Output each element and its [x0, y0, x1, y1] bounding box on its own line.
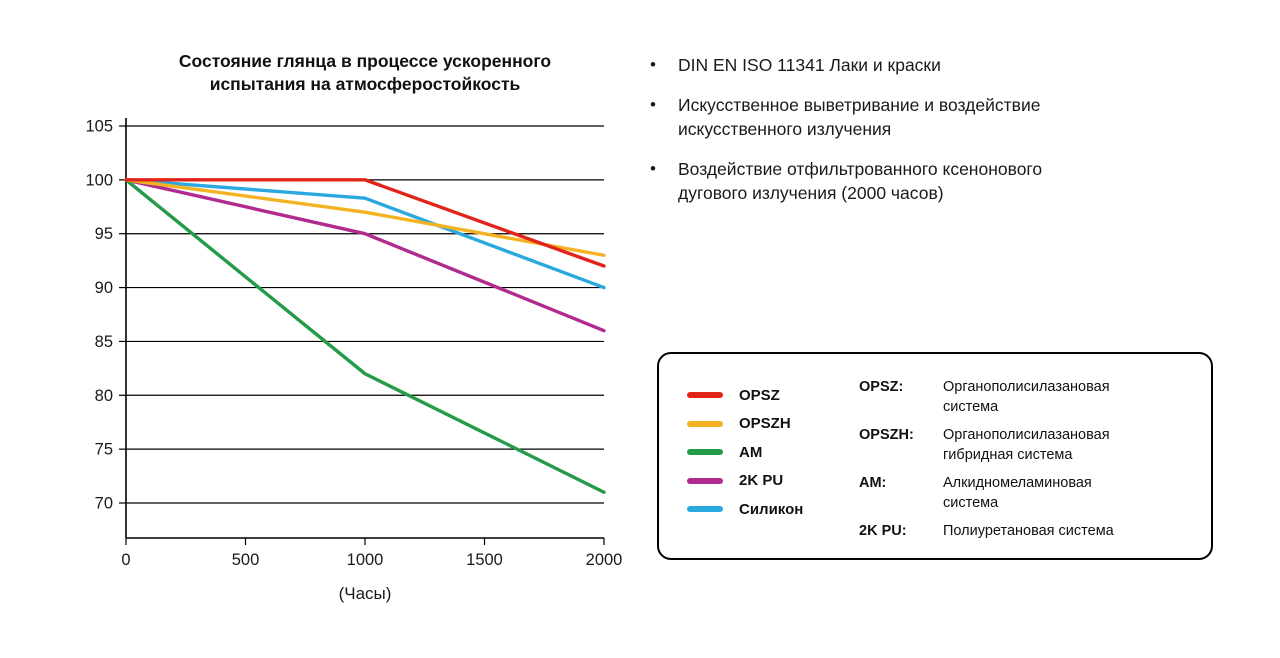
legend-item: AM [687, 438, 859, 467]
definition-term: OPSZ: [859, 379, 904, 395]
definition-term: OPSZH: [859, 427, 914, 443]
svg-text:100: 100 [85, 172, 113, 190]
svg-text:85: 85 [95, 333, 113, 351]
bullet-text: Искусственное выветривание и воздействие… [678, 95, 1041, 139]
bullet-item: • Воздействие отфильтрованного ксеноново… [650, 158, 1240, 205]
definition-text: Органополисилазановая система [943, 379, 1110, 415]
legend-items: OPSZ OPSZH AM 2K PU Силикон [659, 354, 859, 558]
definition-text: Органополисилазановая гибридная система [943, 427, 1110, 463]
legend-item: 2K PU [687, 467, 859, 496]
bullet-marker-icon: • [650, 159, 656, 179]
svg-text:95: 95 [95, 225, 113, 243]
bullet-marker-icon: • [650, 55, 656, 74]
bullet-item: • DIN EN ISO 11341 Лаки и краски [650, 54, 1240, 77]
bullet-text: DIN EN ISO 11341 Лаки и краски [678, 55, 941, 75]
legend-item-label: Силикон [739, 500, 804, 518]
legend-definitions: OPSZ: Органополисилазановая система OPSZ… [859, 354, 1114, 558]
bullet-item: • Искусственное выветривание и воздейств… [650, 94, 1240, 141]
chart-section: Состояние глянца в процессе ускоренного … [68, 50, 662, 604]
svg-text:105: 105 [85, 118, 113, 136]
legend-item-label: AM [739, 443, 763, 461]
x-axis-label: (Часы) [338, 584, 392, 604]
gloss-line-chart: 70 75 80 85 90 95 100 105 0 500 1000 1500 2000 [85, 118, 623, 570]
legend-item: Силикон [687, 495, 859, 524]
chart-title: Состояние глянца в процессе ускоренного … [178, 51, 552, 95]
legend-item-label: OPSZH [739, 415, 791, 433]
svg-text:70: 70 [95, 495, 113, 513]
svg-text:500: 500 [232, 551, 260, 569]
bullet-marker-icon: • [650, 95, 656, 115]
legend-swatch [687, 420, 723, 427]
legend-swatch [687, 392, 723, 399]
bullet-text: Воздействие отфильтрованного ксенонового… [678, 159, 1043, 203]
svg-text:0: 0 [121, 551, 130, 569]
legend-swatch [687, 449, 723, 456]
definition-term: AM: [859, 475, 887, 491]
legend-item: OPSZH [687, 410, 859, 439]
legend-item-label: 2K PU [739, 472, 784, 490]
svg-text:1500: 1500 [466, 551, 503, 569]
svg-text:2000: 2000 [586, 551, 623, 569]
svg-text:1000: 1000 [347, 551, 384, 569]
legend-item-label: OPSZ [739, 386, 780, 404]
legend-swatch [687, 477, 723, 484]
bullet-list: • DIN EN ISO 11341 Лаки и краски • Искус… [650, 54, 1240, 222]
legend-item: OPSZ [687, 381, 859, 410]
svg-text:90: 90 [95, 279, 113, 297]
legend-box: OPSZ OPSZH AM 2K PU Силикон OPSZ: Органо… [657, 352, 1213, 560]
definition-term: 2K PU: [859, 523, 907, 539]
definition-text: Полиуретановая система [943, 523, 1114, 539]
legend-swatch [687, 506, 723, 513]
svg-text:75: 75 [95, 441, 113, 459]
svg-text:80: 80 [95, 387, 113, 405]
definition-text: Алкидномеламиновая система [943, 475, 1092, 511]
